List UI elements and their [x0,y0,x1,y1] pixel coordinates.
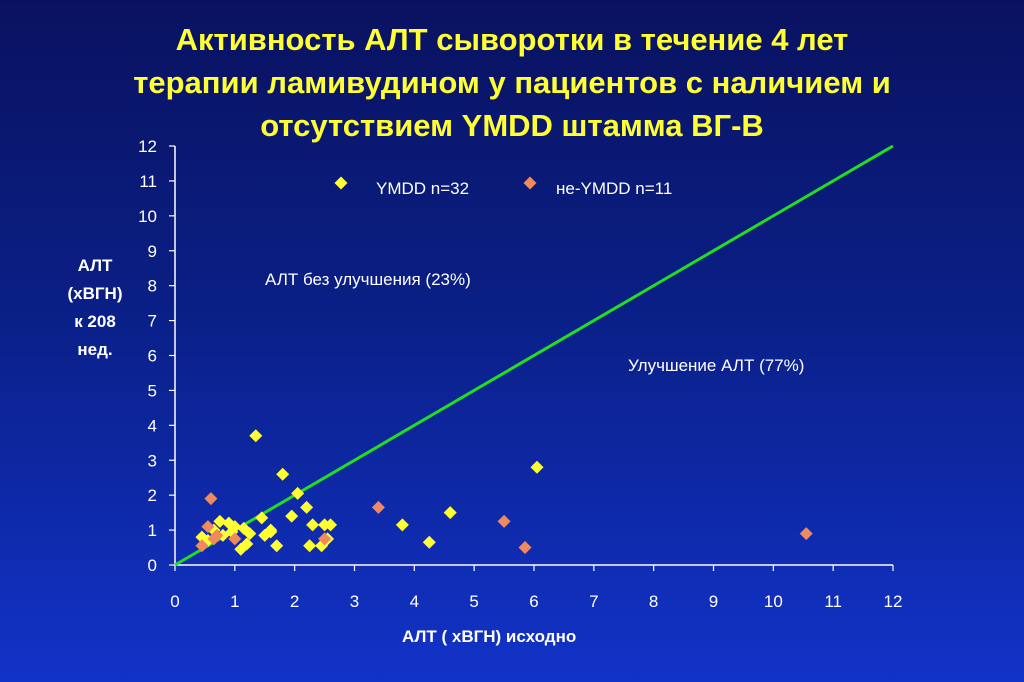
ymdd-point [276,467,290,481]
ymdd-point [530,460,544,474]
y-tick-label: 8 [148,277,157,296]
ymdd-point [240,537,254,551]
title-line-1: Активность АЛТ сыворотки в течение 4 лет [175,22,849,57]
ymdd-point [213,514,227,528]
ymdd-point [291,486,305,500]
ymdd-point [228,520,242,534]
y-tick-label: 2 [148,486,157,505]
ymdd-point [395,518,409,532]
y-tick-label: 6 [148,347,157,366]
y-axis-label-line-3: к 208 [74,312,116,331]
x-tick-label: 6 [529,592,538,611]
x-tick-label: 12 [884,592,903,611]
title-line-3: отсутствием YMDD штамма ВГ-В [260,108,764,143]
y-axis-label-line-2: (хВГН) [67,284,123,303]
ymdd-point [243,527,257,541]
y-tick-label: 0 [148,556,157,575]
chart-title: Активность АЛТ сыворотки в течение 4 лет… [0,18,1024,147]
y-axis-label: АЛТ (хВГН) к 208 нед. [40,252,150,364]
legend-label-non-ymdd-point: не-YMDD n=11 [556,179,672,198]
non-ymdd-point [204,492,218,506]
non-ymdd-point [210,528,224,542]
annotation-improvement: Улучшение АЛТ (77%) [628,356,804,375]
non-ymdd-point [195,539,209,553]
legend-label-ymdd-point: YMDD n=32 [376,179,469,198]
non-ymdd-point [318,532,332,546]
non-ymdd-point [201,520,215,534]
y-tick-label: 10 [138,207,157,226]
annotation-no-improvement: АЛТ без улучшения (23%) [265,270,471,289]
y-tick-label: 3 [148,451,157,470]
legend: YMDD n=32 не-YMDD n=11 [334,176,672,198]
ymdd-point [306,518,320,532]
y-axis-label-line-1: АЛТ [77,256,113,275]
y-tick-label: 7 [148,312,157,331]
x-tick-label: 7 [589,592,598,611]
x-tick-label: 10 [764,592,783,611]
ymdd-point [443,506,457,520]
ymdd-point [422,535,436,549]
x-tick-label: 0 [170,592,179,611]
ymdd-point [255,511,269,525]
x-tick-label: 9 [709,592,718,611]
non-ymdd-point [518,541,532,555]
y-tick-label: 5 [148,381,157,400]
legend-marker-ymdd-point [334,176,348,190]
x-tick-label: 4 [410,592,419,611]
ymdd-point [285,509,299,523]
y-tick-label: 12 [138,137,157,156]
y-axis-label-line-4: нед. [77,340,113,359]
non-ymdd-point [497,514,511,528]
x-tick-label: 11 [824,592,842,611]
non-ymdd-point [371,500,385,514]
ymdd-point [264,525,278,539]
axes [169,145,894,571]
legend-marker-non-ymdd-point [523,176,537,190]
x-tick-label: 3 [350,592,359,611]
data-points [195,429,813,556]
x-tick-label: 5 [469,592,478,611]
y-tick-label: 11 [139,172,157,191]
x-tick-label: 8 [649,592,658,611]
title-line-2: терапии ламивудином у пациентов с наличи… [133,65,891,100]
ymdd-point [324,518,338,532]
y-tick-label: 4 [148,416,157,435]
ymdd-point [300,500,314,514]
y-tick-label: 9 [148,242,157,261]
x-axis-label: АЛТ ( хВГН) исходно [402,627,576,646]
ymdd-point [270,539,284,553]
x-tick-label: 1 [230,592,239,611]
non-ymdd-point [228,532,242,546]
y-tick-label: 1 [148,521,157,540]
ymdd-point [303,539,317,553]
non-ymdd-point [799,527,813,541]
ymdd-point [249,429,263,443]
x-tick-label: 2 [290,592,299,611]
